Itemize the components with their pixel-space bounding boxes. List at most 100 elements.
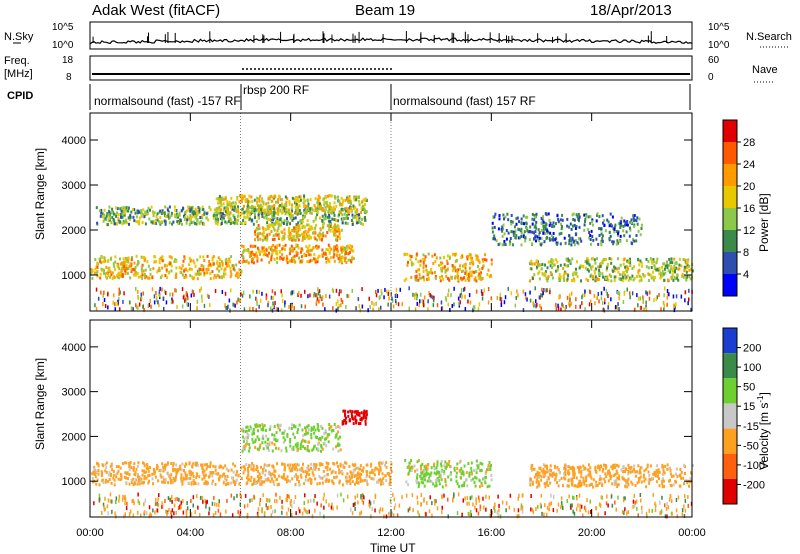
cell — [544, 485, 547, 489]
cell — [626, 287, 628, 292]
cell — [355, 421, 358, 425]
cell — [385, 479, 388, 483]
colorbar-tick-label: 16 — [743, 203, 755, 215]
cell — [612, 463, 615, 467]
cell — [460, 484, 463, 488]
cell — [265, 444, 268, 448]
cell — [458, 460, 461, 464]
cell — [321, 476, 324, 480]
cell — [606, 291, 608, 296]
cell — [600, 232, 603, 236]
cell — [223, 206, 226, 210]
cell — [251, 462, 254, 465]
cell — [247, 478, 250, 482]
cell — [275, 219, 278, 223]
cell — [208, 263, 210, 267]
cell — [621, 475, 624, 479]
cell — [268, 443, 271, 447]
cell — [293, 475, 296, 479]
cell — [291, 218, 294, 222]
cell — [680, 476, 683, 480]
cell — [685, 479, 688, 483]
cell — [318, 235, 321, 239]
cell — [234, 202, 237, 206]
cell — [468, 274, 471, 278]
cell — [587, 215, 590, 219]
cell — [418, 276, 421, 280]
cell — [422, 469, 425, 473]
cell — [454, 276, 457, 280]
cell — [222, 212, 224, 216]
cell — [239, 214, 242, 218]
cell — [283, 219, 286, 223]
cell — [620, 223, 623, 227]
cell — [264, 473, 267, 477]
cell — [285, 200, 288, 204]
cell — [291, 423, 294, 427]
cell — [208, 294, 210, 299]
cell — [173, 205, 176, 209]
cell — [354, 415, 357, 419]
cell — [338, 260, 341, 264]
cell — [112, 469, 115, 473]
cell — [203, 303, 206, 308]
cell — [640, 223, 643, 227]
cell — [272, 480, 275, 484]
cell — [631, 274, 634, 278]
cell — [189, 214, 192, 217]
cell — [562, 304, 564, 309]
cell — [434, 260, 437, 263]
cell — [225, 213, 228, 217]
cell — [283, 236, 286, 240]
cell — [211, 258, 214, 262]
cell — [175, 209, 178, 212]
cell — [303, 209, 306, 213]
cell — [250, 260, 253, 264]
cell — [155, 467, 158, 471]
cell — [166, 276, 169, 280]
cell — [93, 271, 96, 275]
cell — [337, 464, 339, 468]
cell — [543, 288, 545, 292]
cell — [502, 213, 505, 217]
cell — [118, 287, 120, 292]
cell — [542, 463, 545, 467]
cell — [389, 475, 392, 479]
cell — [180, 271, 183, 275]
cell — [579, 484, 582, 488]
cell — [291, 236, 294, 240]
cell — [260, 480, 263, 483]
cell — [535, 220, 538, 224]
cell — [478, 479, 481, 483]
cell — [239, 272, 242, 276]
cell — [307, 202, 310, 206]
cell — [320, 233, 323, 237]
cell — [355, 466, 358, 470]
cell — [647, 272, 650, 276]
cell — [390, 470, 393, 474]
cell — [167, 213, 170, 217]
cell — [528, 238, 531, 242]
cell — [590, 242, 592, 246]
cell — [188, 470, 191, 474]
cell — [515, 295, 517, 300]
cell — [125, 267, 127, 271]
cell — [633, 276, 636, 280]
cell — [468, 471, 471, 475]
cell — [125, 476, 127, 480]
cell — [358, 218, 361, 222]
cell — [566, 295, 569, 300]
cell — [575, 260, 578, 264]
cell — [140, 292, 142, 297]
cell — [296, 208, 299, 212]
cell — [590, 476, 593, 480]
cell — [414, 295, 416, 300]
cell — [224, 303, 226, 308]
cell — [468, 474, 471, 478]
cell — [277, 483, 280, 486]
cell — [529, 477, 532, 481]
cell — [673, 275, 676, 279]
cell — [250, 209, 253, 213]
cell — [172, 463, 175, 467]
cell — [276, 423, 279, 427]
